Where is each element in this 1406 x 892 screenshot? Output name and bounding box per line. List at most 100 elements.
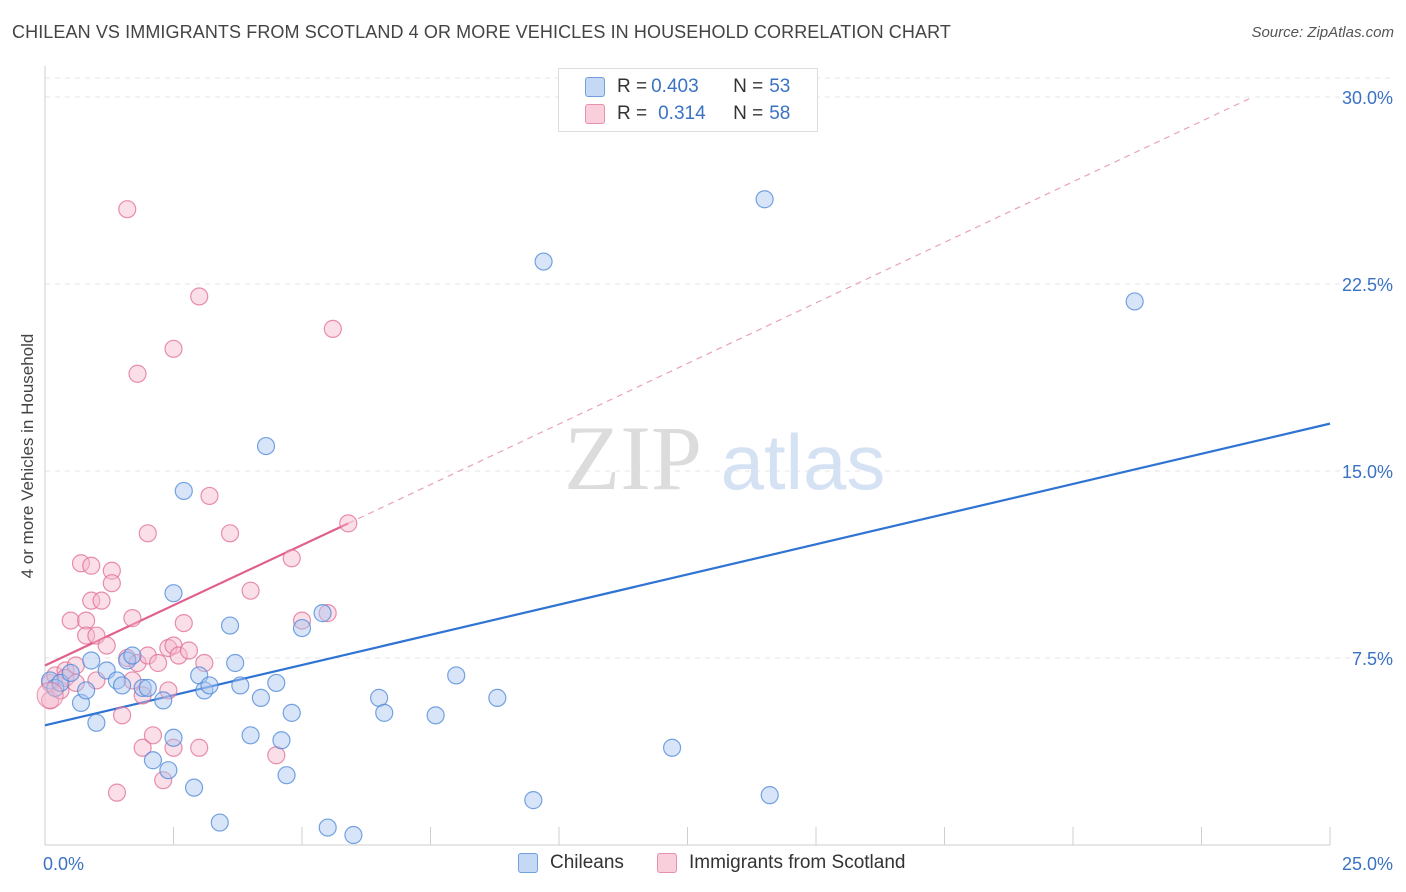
- axes: [44, 66, 1331, 846]
- trend-lines: [44, 96, 1331, 727]
- point-chileans: [159, 761, 178, 780]
- point-chileans: [1125, 292, 1144, 311]
- legend-r-value: 0.403: [651, 76, 699, 97]
- y-tick-label: 15.0%: [1342, 462, 1393, 482]
- point-chileans: [61, 663, 80, 683]
- point-chileans: [292, 618, 312, 638]
- point-scotland: [164, 738, 183, 757]
- point-scotland: [179, 641, 199, 660]
- point-chileans: [133, 678, 152, 698]
- x-tick-label: 25.0%: [1342, 854, 1393, 874]
- point-chileans: [46, 678, 65, 698]
- point-chileans: [226, 653, 245, 673]
- point-chileans: [272, 731, 291, 750]
- point-scotland: [77, 626, 96, 645]
- point-scotland: [190, 287, 209, 306]
- point-chileans: [524, 791, 543, 810]
- point-scotland: [66, 673, 85, 693]
- point-chileans: [662, 738, 682, 757]
- legend-swatch-pink: [585, 104, 605, 124]
- legend-label-scotland: Immigrants from Scotland: [689, 852, 906, 873]
- source-label: Source: ZipAtlas.com: [1251, 24, 1394, 41]
- point-chileans: [426, 706, 445, 725]
- point-chileans: [231, 676, 250, 695]
- point-scotland: [118, 200, 137, 219]
- point-chileans: [760, 786, 779, 805]
- legend-item-chileans: Chileans: [518, 852, 624, 874]
- point-scotland: [77, 611, 96, 630]
- legend-n-label: N =: [733, 76, 764, 97]
- point-scotland: [220, 524, 240, 543]
- legend-swatch-blue: [518, 853, 538, 873]
- trend-line-scotland-extension: [348, 96, 1254, 524]
- point-chileans: [344, 825, 363, 845]
- point-scotland: [143, 726, 163, 745]
- point-scotland: [112, 706, 132, 725]
- point-chileans: [534, 252, 553, 271]
- legend-n-value: 53: [769, 76, 791, 97]
- legend-swatch-blue: [585, 77, 605, 97]
- x-tick-labels: 0.0% 25.0%: [43, 854, 1393, 874]
- point-chileans: [488, 688, 507, 707]
- legend-n-value: 58: [769, 103, 791, 124]
- point-chileans: [107, 671, 127, 690]
- legend-label-chileans: Chileans: [550, 852, 624, 873]
- point-chileans: [267, 673, 286, 693]
- point-chileans: [755, 190, 774, 209]
- point-scotland: [123, 671, 142, 690]
- point-chileans: [277, 766, 296, 785]
- point-chileans: [256, 436, 276, 456]
- point-scotland: [159, 681, 178, 700]
- data-points: [36, 190, 1144, 845]
- y-tick-label: 22.5%: [1342, 275, 1393, 295]
- point-chileans: [210, 813, 229, 832]
- point-chileans: [143, 751, 163, 770]
- point-scotland: [164, 339, 183, 358]
- point-scotland: [190, 738, 209, 757]
- point-scotland: [102, 574, 121, 593]
- legend-r-label: R =: [617, 76, 648, 97]
- chart-title: CHILEAN VS IMMIGRANTS FROM SCOTLAND 4 OR…: [12, 22, 951, 42]
- point-chileans: [241, 726, 260, 745]
- point-scotland: [36, 681, 64, 710]
- point-scotland: [138, 524, 157, 543]
- point-chileans: [282, 703, 301, 722]
- point-chileans: [112, 676, 132, 695]
- trend-line-scotland: [44, 522, 349, 667]
- legend-item-scotland: Immigrants from Scotland: [657, 852, 905, 874]
- point-scotland: [174, 613, 193, 633]
- point-scotland: [169, 646, 188, 665]
- point-chileans: [447, 666, 466, 685]
- point-scotland: [128, 364, 147, 383]
- point-scotland: [200, 486, 219, 506]
- point-chileans: [375, 703, 394, 722]
- point-scotland: [154, 771, 173, 790]
- point-scotland: [323, 319, 342, 338]
- series-legend: Chileans Immigrants from Scotland: [0, 852, 1406, 878]
- point-scotland: [123, 609, 142, 628]
- point-scotland: [148, 653, 168, 673]
- point-chileans: [184, 778, 204, 797]
- point-chileans: [200, 676, 219, 695]
- legend-n-label: N =: [733, 103, 764, 124]
- point-scotland: [318, 604, 337, 623]
- point-scotland: [61, 611, 80, 630]
- point-chileans: [154, 691, 173, 710]
- legend-swatch-pink: [657, 853, 677, 873]
- point-scotland: [282, 549, 301, 568]
- point-scotland: [82, 556, 101, 575]
- point-chileans: [164, 584, 183, 603]
- point-chileans: [220, 616, 240, 635]
- point-chileans: [82, 651, 101, 670]
- watermark-atlas: atlas: [721, 418, 886, 506]
- legend-r-value: 0.314: [658, 103, 706, 124]
- point-chileans: [174, 481, 193, 501]
- watermark-zip: ZIP: [564, 407, 702, 509]
- point-scotland: [82, 591, 101, 610]
- point-scotland: [292, 611, 312, 630]
- point-chileans: [251, 688, 270, 707]
- y-tick-labels: 7.5% 15.0% 22.5% 30.0%: [1342, 88, 1393, 669]
- legend-row-scotland: R = 0.314 N = 58: [585, 101, 790, 127]
- point-chileans: [118, 651, 137, 670]
